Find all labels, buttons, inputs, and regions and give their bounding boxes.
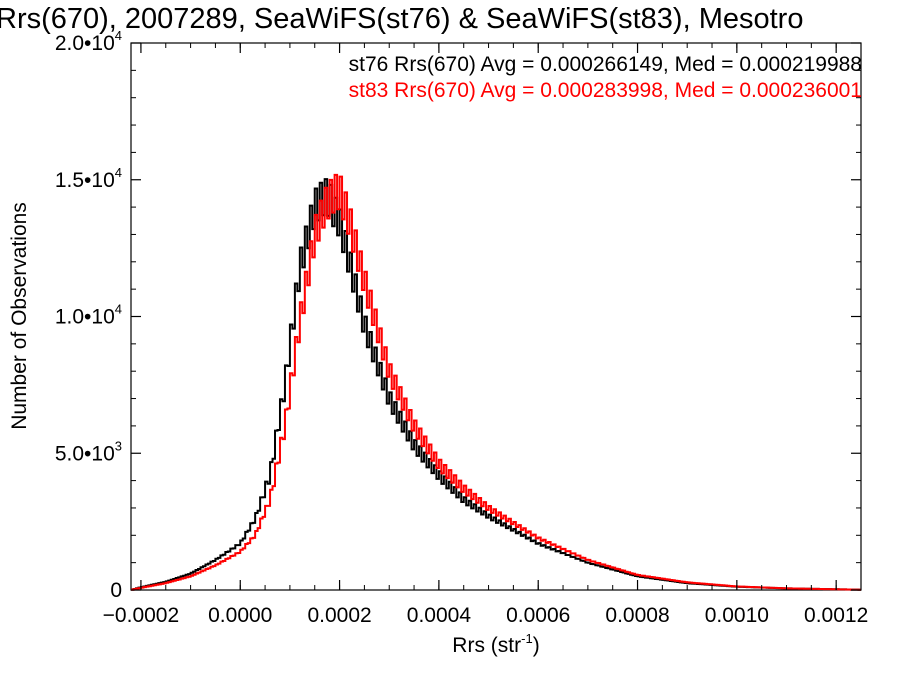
y-tick-label: 5.0•103 bbox=[55, 438, 122, 465]
x-tick-label: 0.0006 bbox=[506, 604, 570, 627]
x-tick-label: 0.0012 bbox=[804, 604, 868, 627]
series-layer bbox=[131, 173, 861, 591]
y-tick-label: 1.0•104 bbox=[55, 302, 122, 329]
y-axis-label: Number of Observations bbox=[8, 202, 31, 430]
y-tick-label: 0 bbox=[110, 579, 122, 602]
y-tick-label: 2.0•104 bbox=[55, 28, 122, 55]
x-axis-label-exponent: -1 bbox=[521, 631, 533, 646]
x-axis-label-end: ) bbox=[533, 634, 540, 657]
y-axis-ticks: 0 5.0•103 1.0•104 1.5•104 2.0•104 bbox=[55, 28, 861, 602]
x-axis-ticks: −0.0002 0.0000 0.0002 0.0004 0.0006 0.0008 0.0… bbox=[103, 43, 868, 627]
series-line-st83 bbox=[131, 173, 861, 591]
x-tick-label: 0.0002 bbox=[307, 604, 371, 627]
legend: st76 Rrs(670) Avg = 0.000266149, Med = 0… bbox=[349, 53, 862, 102]
plot-area: −0.0002 0.0000 0.0002 0.0004 0.0006 0.0008 0.0… bbox=[55, 28, 868, 627]
legend-entry-st83: st83 Rrs(670) Avg = 0.000283998, Med = 0… bbox=[349, 79, 862, 102]
x-axis-label: Rrs (str-1) bbox=[452, 631, 539, 657]
plot-frame bbox=[130, 42, 862, 591]
series-line-st76 bbox=[131, 178, 861, 591]
x-tick-label: 0.0004 bbox=[407, 604, 472, 627]
x-tick-label: 0.0000 bbox=[208, 604, 272, 627]
chart-title: Rrs(670), 2007289, SeaWiFS(st76) & SeaWi… bbox=[0, 3, 803, 35]
y-tick-label: 1.5•104 bbox=[55, 165, 122, 192]
x-axis-label-main: Rrs (str bbox=[452, 634, 521, 657]
x-tick-label: 0.0008 bbox=[605, 604, 669, 627]
x-tick-label: −0.0002 bbox=[103, 604, 180, 627]
legend-entry-st76: st76 Rrs(670) Avg = 0.000266149, Med = 0… bbox=[349, 53, 862, 76]
x-tick-label: 0.0010 bbox=[705, 604, 769, 627]
